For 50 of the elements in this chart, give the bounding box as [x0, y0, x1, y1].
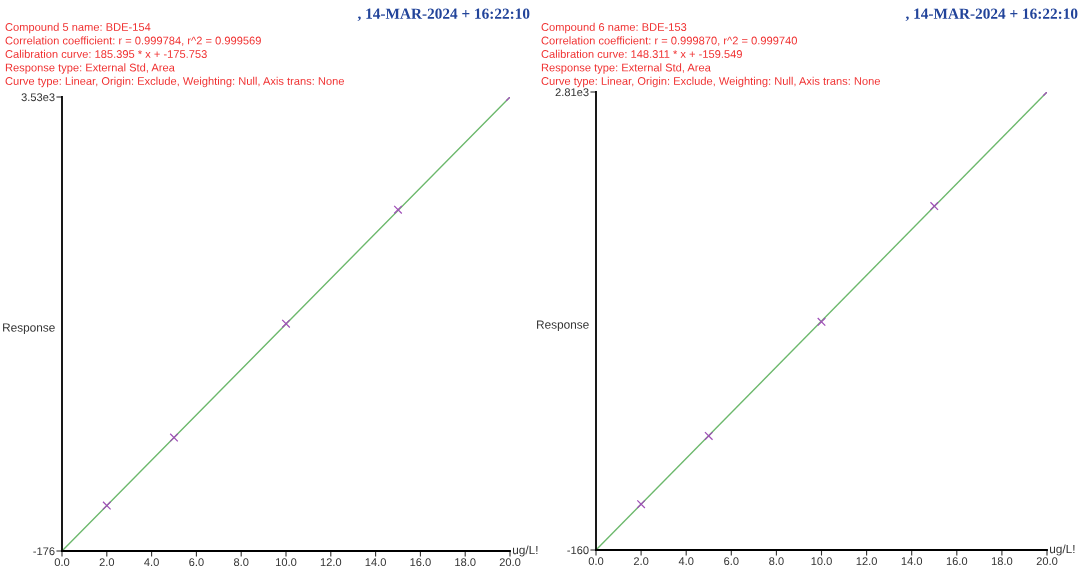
x-tick-label: 20.0 [1036, 557, 1058, 566]
text: Compound 6 name: BDE-153 [541, 22, 687, 34]
y-tick-label: -160 [567, 546, 589, 555]
text: Calibration curve: 148.311 * x + -159.549 [541, 49, 742, 58]
chart-title: , 14-MAR-2024 + 16:22:10 [357, 8, 530, 22]
x-tick-label: 18.0 [991, 557, 1013, 566]
text: Response type: External Std, Area [541, 63, 711, 74]
x-tick-label: 6.0 [724, 557, 739, 566]
x-tick-label: 6.0 [189, 558, 204, 567]
text: Curve type: Linear, Origin: Exclude, Weighting: Null, Axis trans: None [541, 76, 880, 88]
point [102, 501, 112, 510]
y-axis-title: Response [3, 323, 55, 335]
x-tick-label: 20.0 [499, 558, 521, 567]
x-tick-label: 4.0 [144, 558, 159, 567]
text: Curve type: Linear, Origin: Exclude, Weighting: Null, Axis trans: None [5, 76, 344, 88]
text: Correlation coefficient: r = 0.999870, r^2 = 0.999740 [541, 36, 797, 46]
x-tick-label: 10.0 [811, 557, 832, 566]
x-tick-label: 16.0 [946, 557, 968, 566]
x-tick-label: 12.0 [320, 558, 342, 567]
x-tick-label: 14.0 [365, 558, 386, 567]
x-tick-label: 10.0 [276, 558, 297, 567]
point [636, 499, 646, 509]
x-tick-label: 8.0 [233, 558, 249, 567]
text: Calibration curve: 185.395 * x + -175.753 [5, 49, 207, 58]
point [929, 201, 939, 211]
x-tick-label: 0.0 [54, 558, 70, 567]
x-axis-title: ug/L! [1050, 544, 1075, 556]
y-tick-label: 2.81e3 [555, 88, 589, 97]
point [169, 433, 179, 442]
x-tick-label: 8.0 [769, 557, 784, 566]
point [393, 205, 403, 215]
x-axis-title: ug/L! [513, 545, 538, 557]
x-tick-label: 4.0 [678, 557, 694, 566]
point [281, 319, 291, 329]
text: Response type: External Std, Area [5, 63, 175, 74]
text: Correlation coefficient: r = 0.999784, r^2 = 0.999569 [5, 36, 261, 46]
y-axis-title: Response [537, 320, 589, 332]
x-tick-label: 16.0 [410, 558, 431, 567]
x-tick-label: 2.0 [99, 558, 115, 567]
x-tick-label: 18.0 [455, 558, 476, 567]
point [817, 317, 826, 327]
chart-title: , 14-MAR-2024 + 16:22:10 [905, 8, 1078, 22]
x-tick-label: 2.0 [633, 557, 649, 566]
x-tick-label: 0.0 [588, 557, 604, 566]
text: Compound 5 name: BDE-154 [5, 22, 151, 34]
x-tick-label: 12.0 [856, 557, 877, 566]
x-tick-label: 14.0 [901, 557, 923, 566]
y-tick-label: -176 [33, 547, 55, 556]
y-tick-label: 3.53e3 [21, 93, 55, 102]
point [704, 431, 714, 441]
